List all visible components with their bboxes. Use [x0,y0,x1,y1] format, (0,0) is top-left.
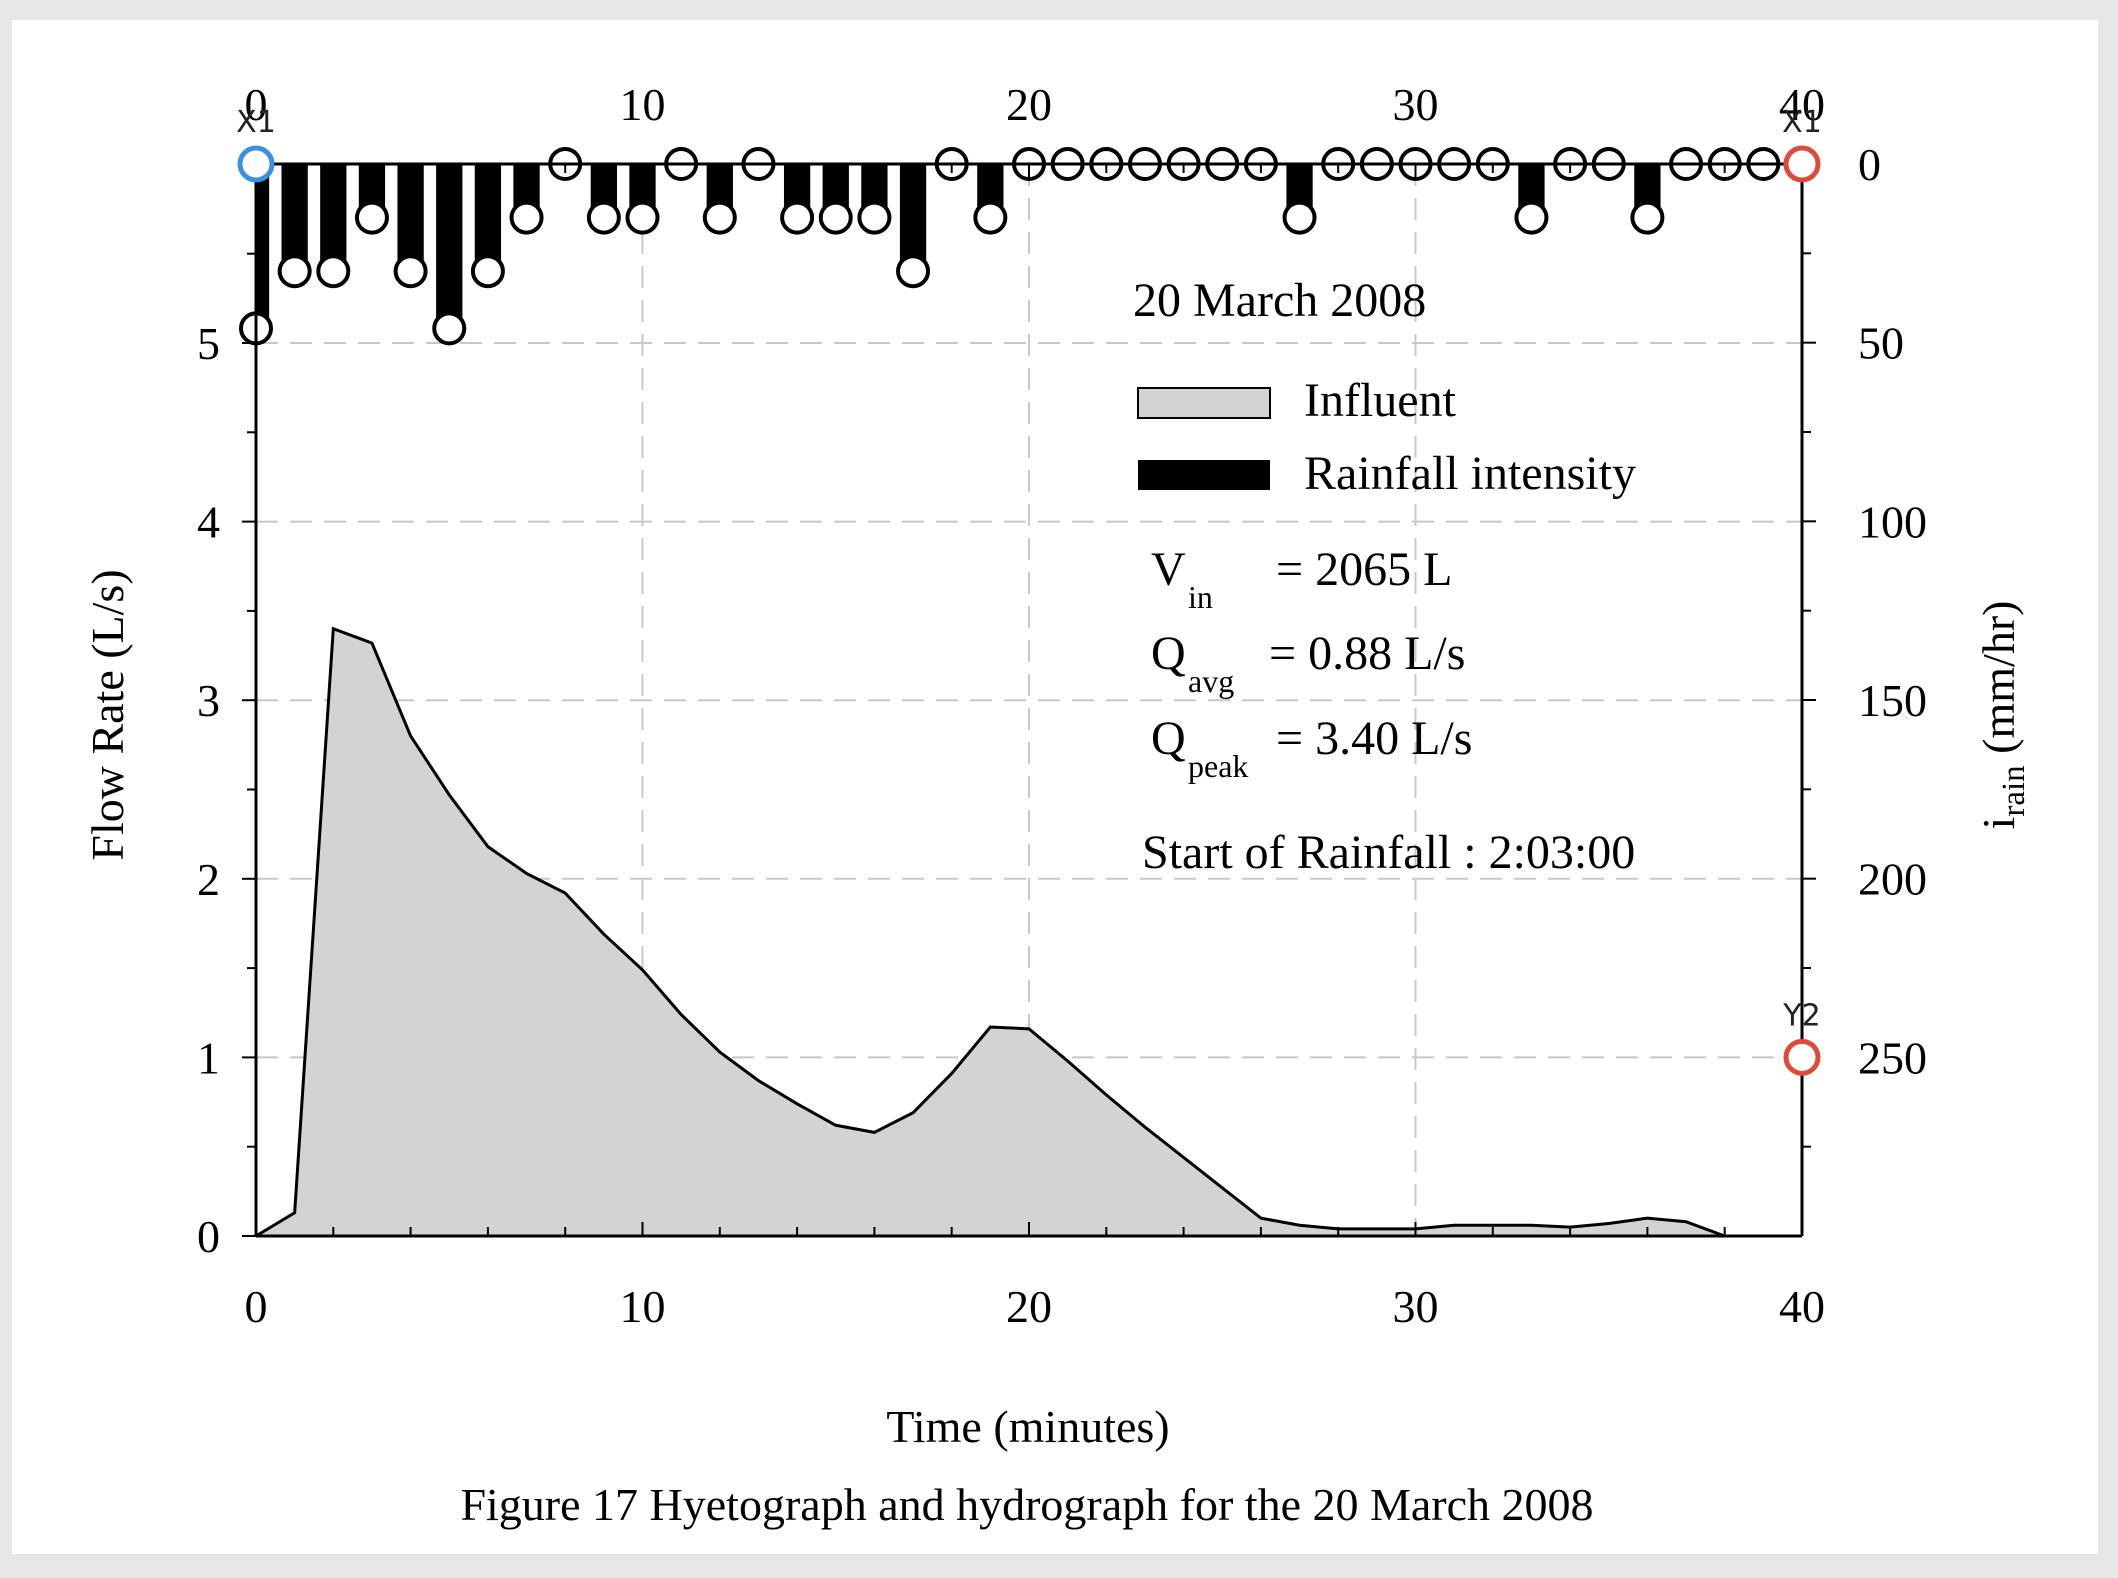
rainfall-bar-5 [436,164,463,329]
x-top-tick-label-40: 40 [1779,79,1825,130]
x-axis-title: Time (minutes) [886,1401,1169,1452]
stats-annotations: V in = 2065 L Q avg = 0.88 L/s Q peak = … [1142,543,1635,879]
y2-handle-label: Y2 [1782,998,1820,1033]
rainfall-bar-1 [281,164,308,272]
y2-tick-label-0: 0 [1858,139,1881,190]
rainfall-point-19 [973,200,1008,235]
rainfall-point-33 [1514,200,1549,235]
annotation-qavg-sub: avg [1188,663,1234,699]
y2-axis-title-main: i [1973,817,2024,830]
rainfall-point-36 [1630,200,1665,235]
y-tick-label-3: 3 [197,675,220,726]
rainfall-bar-4 [397,164,424,272]
rainfall-point-6 [470,254,505,289]
rainfall-bar-0 [256,164,270,329]
legend-swatch-influent [1137,387,1271,419]
x1-right-handle-label: X1 [1782,105,1822,140]
y2-axis-title-units: (mm/hr) [1973,601,2024,766]
x1-left-handle [237,145,275,183]
rainfall-point-17 [896,254,931,289]
x-tick-label-40: 40 [1779,1281,1825,1332]
y-axis-title: Flow Rate (L/s) [82,569,133,860]
rainfall-point-2 [316,254,351,289]
annotation-qavg-value: = 0.88 L/s [1257,627,1465,680]
rainfall-point-7 [509,200,544,235]
y-tick-label-0: 0 [197,1211,220,1262]
rainfall-point-15 [818,200,853,235]
chart-title: 20 March 2008 [1133,274,1426,327]
influent-area [256,628,1802,1236]
x-tick-label-0: 0 [245,1281,268,1332]
figure-frame: 0 10 20 30 40 0 10 20 30 40 0 1 2 3 4 5 0 50 100 150 200 250 … [12,20,2098,1554]
legend-label-rainfall: Rainfall intensity [1304,447,1636,500]
y2-axis-title-sub: rain [1996,765,2032,816]
annotation-qpeak-main: Q [1151,712,1186,765]
annotation-vin-main: V [1151,543,1186,596]
rainfall-point-5 [432,311,467,346]
annotation-qpeak-value: = 3.40 L/s [1264,712,1472,765]
figure-caption: Figure 17 Hyetograph and hydrograph for … [460,1479,1593,1530]
rainfall-point-10 [625,200,660,235]
y2-tick-label-50: 50 [1858,318,1904,369]
rainfall-point-3 [354,200,389,235]
rainfall-bar-2 [320,164,347,272]
annotation-vin-sub: in [1188,579,1213,615]
y2-handle [1783,1038,1821,1076]
y-tick-label-1: 1 [197,1032,220,1083]
axes-layer [242,162,1816,1238]
rainfall-point-4 [393,254,428,289]
annotation-qavg-main: Q [1151,627,1186,680]
rainfall-point-14 [780,200,815,235]
x-tick-label-20: 20 [1006,1281,1052,1332]
hyetograph-hydrograph-chart: 0 10 20 30 400 10 20 30 40012345050100150200250 … [82,79,2032,1530]
rainfall-bar-17 [899,164,927,272]
annotation-qpeak-sub: peak [1188,748,1248,784]
x-top-tick-label-10: 10 [620,79,666,130]
plot-handles: X1 X1 Y2 [236,105,1822,1076]
influent-area-layer [255,626,1802,1238]
rainfall-point-12 [702,200,737,235]
rainfall-bars-layer [239,147,1781,346]
y2-axis-title: irain (mm/hr) [1973,601,2032,830]
x-top-tick-label-0: 0 [245,79,268,130]
x-tick-label-10: 10 [620,1281,666,1332]
legend-swatch-rainfall [1138,460,1270,490]
rainfall-bar-6 [474,164,502,272]
y2-tick-label-200: 200 [1858,854,1927,905]
x1-right-handle [1783,145,1821,183]
rainfall-point-9 [586,200,621,235]
legend: 20 March 2008 Influent Rainfall intensit… [1133,274,1636,500]
influent-line [255,626,1802,1238]
x-tick-label-30: 30 [1393,1281,1439,1332]
x-top-tick-label-20: 20 [1006,79,1052,130]
start-of-rainfall-note: Start of Rainfall : 2:03:00 [1142,826,1635,879]
y2-tick-label-100: 100 [1858,496,1927,547]
y2-tick-label-250: 250 [1858,1032,1927,1083]
rainfall-point-27 [1282,200,1317,235]
y2-tick-label-150: 150 [1858,675,1927,726]
y-tick-label-5: 5 [197,318,220,369]
y-tick-label-2: 2 [197,854,220,905]
x-top-tick-label-30: 30 [1393,79,1439,130]
rainfall-point-16 [857,200,892,235]
y-tick-label-4: 4 [197,497,220,548]
legend-label-influent: Influent [1304,374,1457,427]
annotation-vin-value: = 2065 L [1264,543,1452,596]
rainfall-point-1 [277,254,312,289]
x1-left-handle-label: X1 [236,105,276,140]
